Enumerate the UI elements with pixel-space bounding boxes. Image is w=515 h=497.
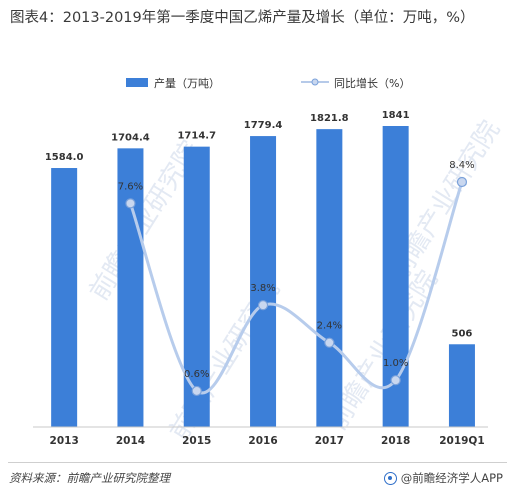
bar-value-label: 1704.4 xyxy=(111,132,150,143)
growth-value-label: 8.4% xyxy=(449,160,474,171)
growth-value-label: 3.8% xyxy=(250,283,275,294)
x-tick-label: 2018 xyxy=(381,435,410,447)
x-tick-label: 2015 xyxy=(182,435,211,447)
bar-value-label: 1821.8 xyxy=(310,113,349,124)
growth-value-label: 0.6% xyxy=(184,369,209,380)
footer-divider xyxy=(8,462,507,463)
x-tick-label: 2017 xyxy=(315,435,344,447)
bar xyxy=(117,148,144,427)
growth-point xyxy=(191,385,202,397)
growth-point xyxy=(125,198,136,209)
bar-value-label: 1841 xyxy=(382,110,410,121)
legend-line-marker xyxy=(311,78,319,86)
growth-point xyxy=(456,176,468,188)
data-labels: 1584.0 1704.4 1714.7 1779.4 1821.8 1841 506 7.6… xyxy=(45,110,475,380)
brand-tag: @前瞻经济学人APP xyxy=(383,470,503,486)
bar-value-label: 506 xyxy=(452,328,473,339)
growth-line xyxy=(129,181,464,395)
legend-bar-swatch xyxy=(126,78,148,87)
bar xyxy=(51,168,78,427)
source-note: 资料来源：前瞻产业研究院整理 xyxy=(9,471,170,485)
growth-value-label: 2.4% xyxy=(317,321,342,332)
bar xyxy=(316,129,343,427)
legend: 产量（万吨） 同比增长（%） xyxy=(126,76,410,90)
growth-value-label: 1.0% xyxy=(383,358,408,369)
growth-point xyxy=(390,375,401,386)
x-tick-label: 2013 xyxy=(50,435,79,447)
legend-bar-label: 产量（万吨） xyxy=(154,76,220,90)
bar xyxy=(250,136,277,428)
x-axis-tick-labels: 2013 2014 2015 2016 2017 2018 2019Q1 xyxy=(50,435,485,447)
bar xyxy=(183,146,210,427)
growth-point xyxy=(257,300,269,311)
growth-value-label: 7.6% xyxy=(118,181,143,192)
bar-series xyxy=(51,126,475,428)
line-series xyxy=(125,176,468,397)
x-tick-label: 2019Q1 xyxy=(439,435,484,447)
x-tick-label: 2016 xyxy=(248,435,277,447)
brand-text: @前瞻经济学人APP xyxy=(400,471,503,485)
bar-value-label: 1779.4 xyxy=(244,120,283,131)
watermark-layer: 前瞻产业研究院前瞻产业研究院前瞻产业研究院前瞻产业研究院 xyxy=(84,116,506,446)
legend-line-label: 同比增长（%） xyxy=(334,76,410,90)
growth-point xyxy=(324,337,335,348)
bar-value-label: 1714.7 xyxy=(177,131,216,142)
chart-title: 图表4：2013-2019年第一季度中国乙烯产量及增长（单位：万吨，%） xyxy=(10,10,475,26)
x-tick-label: 2014 xyxy=(116,435,145,447)
brand-logo-icon xyxy=(383,471,397,485)
bar xyxy=(448,344,475,427)
bar-value-label: 1584.0 xyxy=(45,152,84,163)
